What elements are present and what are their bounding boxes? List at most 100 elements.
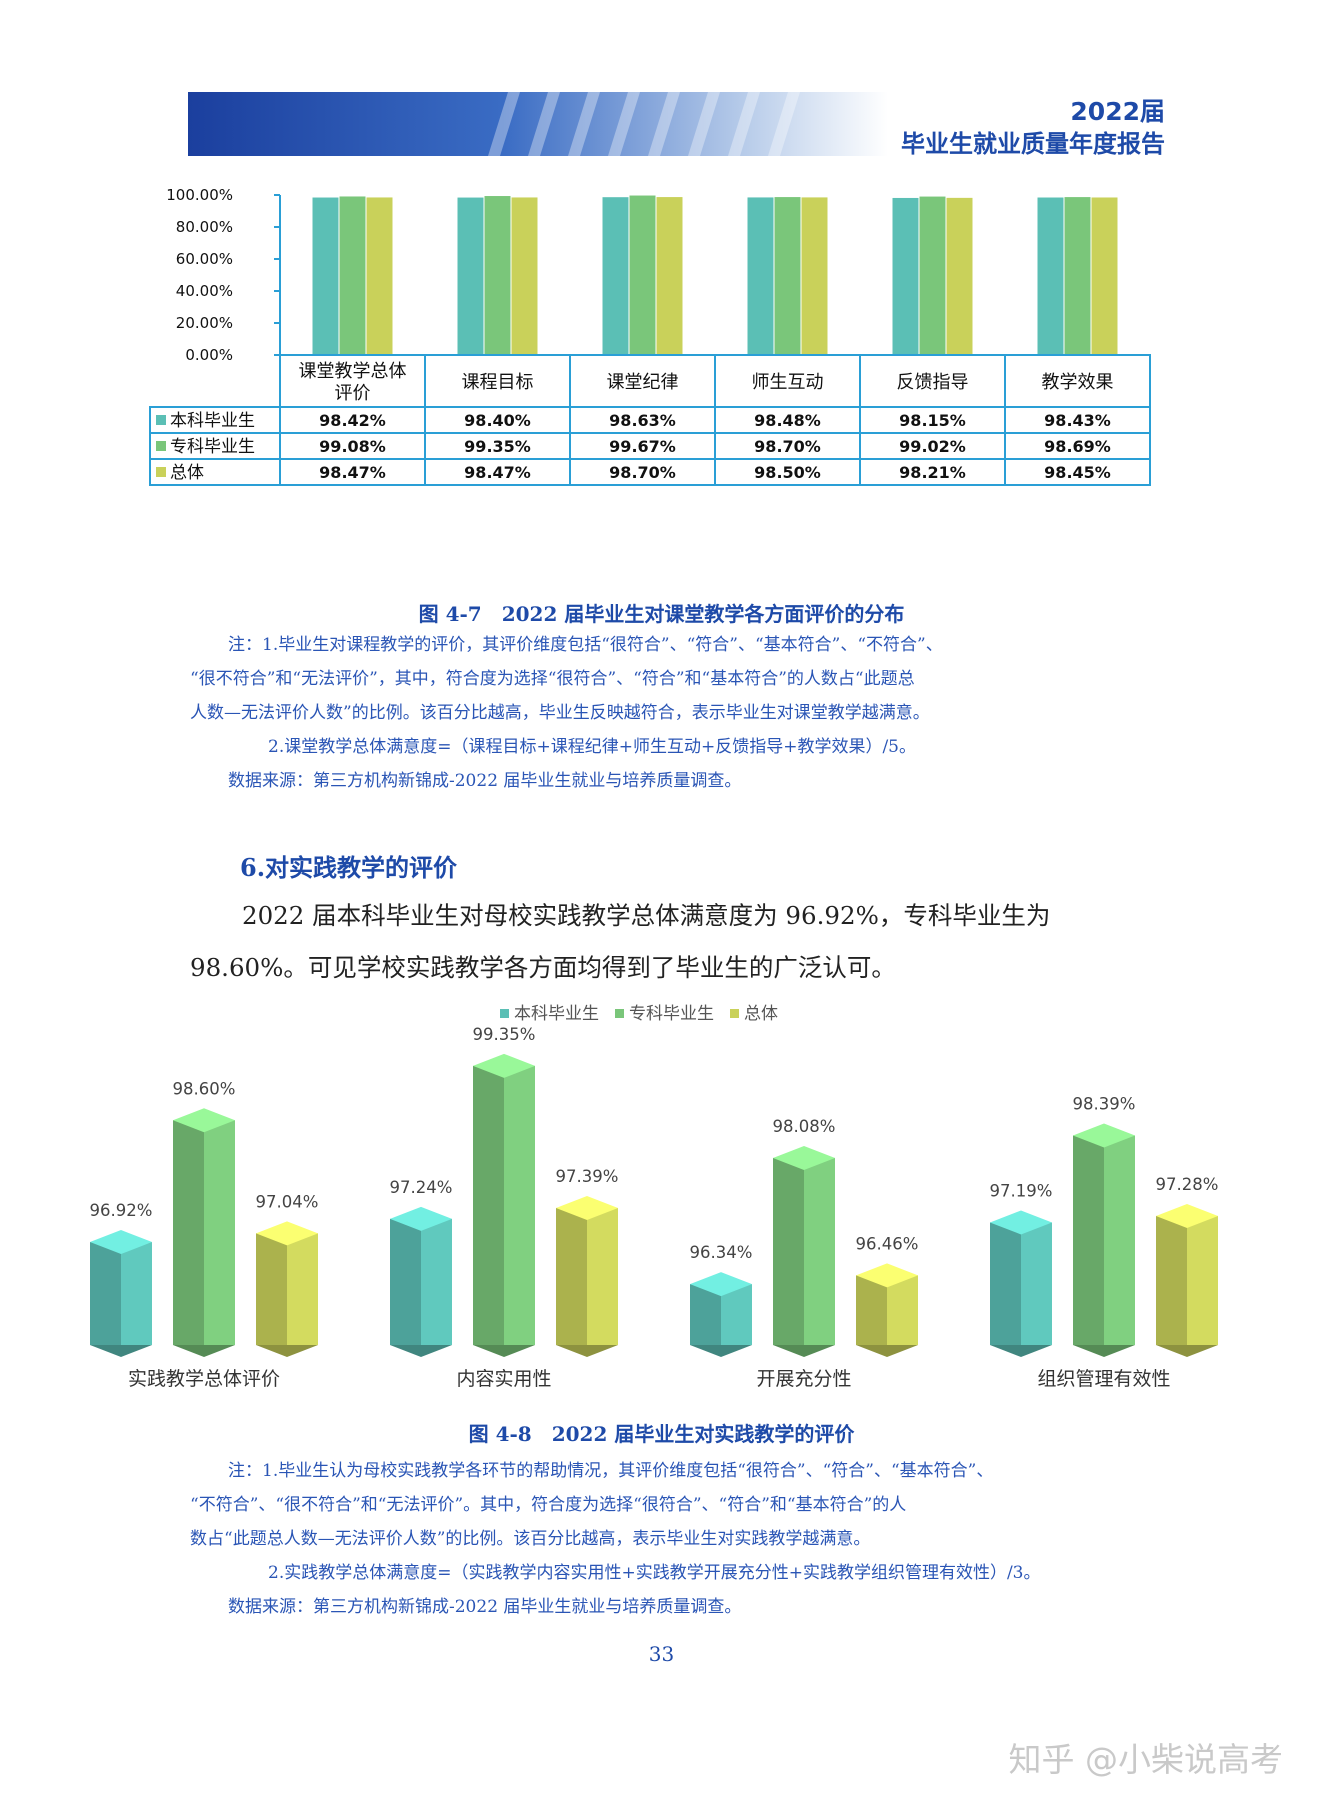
x-tick-label: 教学效果 (1042, 372, 1114, 393)
bar-3d (1156, 1203, 1218, 1357)
x-tick-label: 反馈指导 (897, 372, 969, 393)
data-label: 96.46% (856, 1234, 919, 1253)
bar (366, 197, 393, 355)
legend-label: 总体 (744, 1004, 778, 1024)
data-label: 98.39% (1073, 1094, 1136, 1113)
data-label: 96.92% (90, 1201, 153, 1220)
x-tick-label: 开展充分性 (756, 1368, 851, 1390)
figure-4-7-caption: 图 4-7 2022 届毕业生对课堂教学各方面评价的分布 (418, 602, 905, 626)
data-label: 98.70% (754, 437, 821, 456)
x-tick-label: 内容实用性 (456, 1368, 551, 1390)
bar (457, 197, 484, 355)
bar (946, 197, 973, 355)
data-label: 97.19% (990, 1181, 1053, 1200)
data-label: 96.34% (690, 1243, 753, 1262)
x-tick-label: 师生互动 (752, 372, 824, 393)
bar-3d (556, 1195, 618, 1357)
data-label: 98.43% (1044, 411, 1111, 430)
figure-4-8-note-2: “不符合”、“很不符合”和“无法评价”。其中，符合度为选择“很符合”、“符合”和… (190, 1495, 907, 1515)
table-body-border (149, 406, 1151, 486)
data-label: 99.08% (319, 437, 386, 456)
bar-3d (173, 1108, 235, 1357)
bar (656, 197, 683, 355)
figure-4-7-note-1: 注：1.毕业生对课程教学的评价，其评价维度包括“很符合”、“符合”、“基本符合”… (228, 635, 943, 655)
y-tick-label: 60.00% (176, 250, 233, 268)
legend-label: 总体 (170, 463, 204, 483)
header-year: 2022届 (1070, 97, 1165, 126)
bar-3d (256, 1221, 318, 1357)
legend-swatch (730, 1009, 739, 1018)
data-label: 98.63% (609, 411, 676, 430)
bar (1091, 197, 1118, 355)
legend-label: 专科毕业生 (629, 1004, 714, 1024)
data-label: 99.02% (899, 437, 966, 456)
section-title: 6.对实践教学的评价 (240, 853, 458, 882)
bar-3d (990, 1210, 1052, 1357)
figure-4-8-note-3: 数占“此题总人数—无法评价人数”的比例。该百分比越高，表示毕业生对实践教学越满意… (190, 1529, 871, 1549)
data-label: 98.15% (899, 411, 966, 430)
data-label: 98.08% (773, 1117, 836, 1136)
x-tick-label: 课程目标 (462, 372, 534, 393)
y-tick-label: 20.00% (176, 314, 233, 332)
bar (774, 197, 801, 355)
legend-swatch (500, 1009, 509, 1018)
figure-4-8-source: 数据来源：第三方机构新锦成-2022 届毕业生就业与培养质量调查。 (228, 1597, 742, 1617)
bar (339, 196, 366, 355)
data-label: 98.47% (464, 463, 531, 482)
bar-3d (90, 1230, 152, 1357)
y-tick-label: 0.00% (185, 346, 233, 364)
data-label: 98.40% (464, 411, 531, 430)
bar (801, 197, 828, 355)
legend-label: 专科毕业生 (170, 437, 255, 457)
watermark: 知乎 @小柴说高考 (1008, 1740, 1284, 1779)
bar (602, 197, 629, 355)
bar (747, 197, 774, 355)
page-number: 33 (648, 1642, 675, 1666)
data-label: 97.24% (390, 1178, 453, 1197)
bar-3d (390, 1206, 452, 1357)
x-tick-label-line-1: 课堂教学总体 (299, 361, 407, 382)
bar-3d (856, 1263, 918, 1357)
header-title: 毕业生就业质量年度报告 (901, 130, 1165, 158)
data-label: 98.60% (173, 1079, 236, 1098)
bar (919, 196, 946, 355)
figure-4-7-note-3: 人数—无法评价人数”的比例。该百分比越高，毕业生反映越符合，表示毕业生对课堂教学… (190, 703, 930, 723)
data-label: 98.47% (319, 463, 386, 482)
data-label: 99.35% (464, 437, 531, 456)
data-label: 98.50% (754, 463, 821, 482)
bar (892, 197, 919, 355)
data-label: 98.70% (609, 463, 676, 482)
x-tick-label: 课堂纪律 (607, 372, 679, 393)
data-label: 97.39% (556, 1167, 619, 1186)
figure-4-7-note-4: 2.课堂教学总体满意度=（课程目标+课程纪律+师生互动+反馈指导+教学效果）/5… (268, 737, 916, 757)
data-label: 97.04% (256, 1192, 319, 1211)
legend-swatch (156, 441, 166, 451)
section-body: 2022 届本科毕业生对母校实践教学总体满意度为 96.92%，专科毕业生为 9… (190, 901, 1051, 982)
legend-label: 本科毕业生 (514, 1004, 599, 1024)
legend-swatch (156, 467, 166, 477)
x-tick-label: 组织管理有效性 (1037, 1368, 1170, 1390)
figure-4-8-caption: 图 4-8 2022 届毕业生对实践教学的评价 (468, 1422, 855, 1446)
bar (1064, 197, 1091, 355)
bar (511, 197, 538, 355)
data-label: 99.67% (609, 437, 676, 456)
figure-4-8-note-1: 注：1.毕业生认为母校实践教学各环节的帮助情况，其评价维度包括“很符合”、“符合… (228, 1461, 994, 1481)
bar-3d (473, 1053, 535, 1357)
header-banner (188, 92, 888, 156)
figure-4-8-note-4: 2.实践教学总体满意度=（实践教学内容实用性+实践教学开展充分性+实践教学组织管… (268, 1563, 1041, 1583)
y-tick-label: 100.00% (166, 186, 233, 204)
legend-swatch (156, 415, 166, 425)
data-label: 98.48% (754, 411, 821, 430)
data-label: 98.42% (319, 411, 386, 430)
x-tick-label: 实践教学总体评价 (128, 1368, 280, 1390)
data-label: 98.21% (899, 463, 966, 482)
legend-swatch (615, 1009, 624, 1018)
data-label: 97.28% (1156, 1175, 1219, 1194)
figure-4-8-chart: 本科毕业生 专科毕业生 总体 96.92% 98.60% 97.04% 实践教学总体评价 97… (90, 1004, 1219, 1390)
figure-4-7-source: 数据来源：第三方机构新锦成-2022 届毕业生就业与培养质量调查。 (228, 771, 742, 791)
bar-3d (773, 1145, 835, 1357)
x-tick-label-line-2: 评价 (335, 383, 371, 404)
y-tick-label: 80.00% (176, 218, 233, 236)
bar-3d (690, 1272, 752, 1357)
bar-3d (1073, 1123, 1135, 1357)
